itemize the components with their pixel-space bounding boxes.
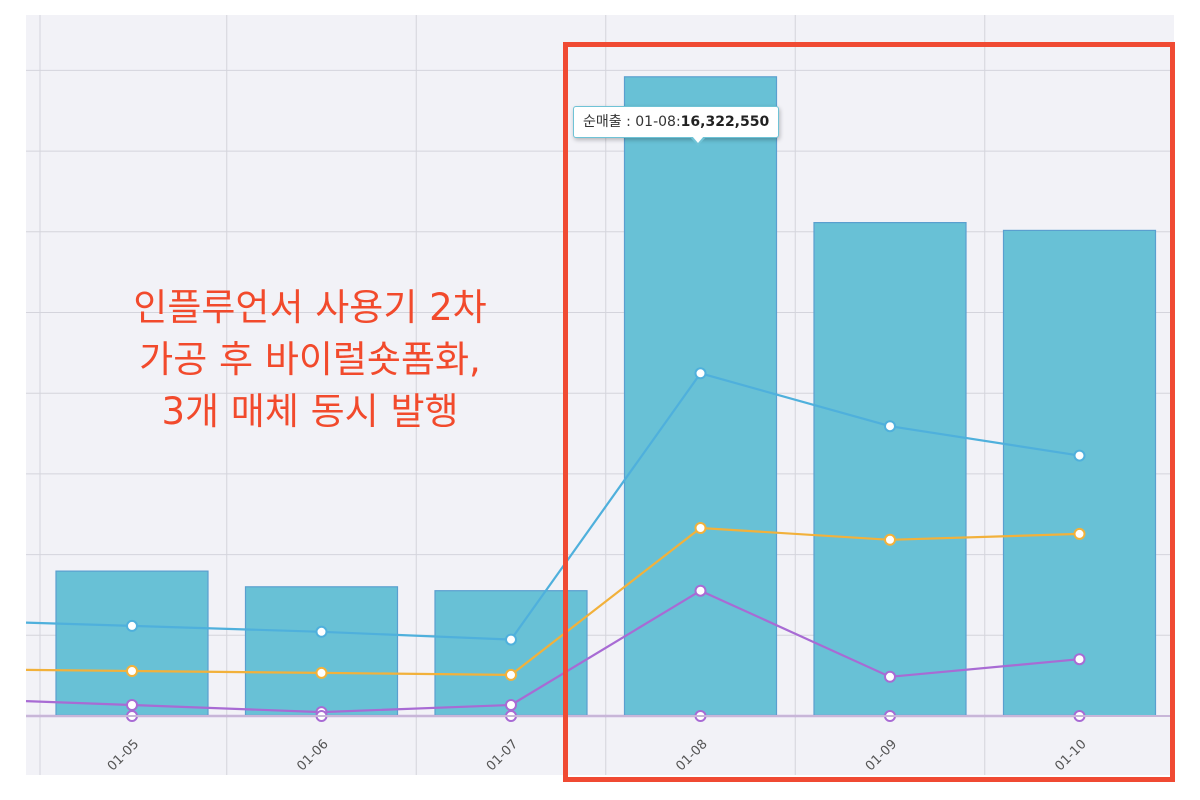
- line-point-3-01-07: [505, 699, 517, 711]
- line-point-1-01-10: [1073, 449, 1086, 462]
- data-tooltip: 순매출 : 01-08:16,322,550: [573, 106, 780, 138]
- line-point-2-01-07: [505, 668, 517, 681]
- annotation-line-1: 인플루언서 사용기 2차: [133, 286, 487, 329]
- bar-01-10: [1002, 229, 1157, 717]
- line-point-1-01-06: [315, 625, 328, 638]
- annotation-line-3: 3개 매체 동시 발행: [161, 390, 459, 433]
- annotation-line-2: 가공 후 바이럴숏폼화,: [139, 338, 481, 381]
- line-point-2-01-06: [315, 666, 328, 679]
- bar-01-07: [434, 590, 588, 717]
- line-point-2-01-10: [1073, 527, 1086, 540]
- bar-01-08: [623, 76, 778, 717]
- plot-background: [26, 15, 1174, 775]
- annotation-text: 인플루언서 사용기 2차 가공 후 바이럴숏폼화, 3개 매체 동시 발행: [60, 282, 560, 438]
- line-point-3-01-05: [126, 699, 138, 711]
- line-point-2-01-05: [126, 665, 138, 677]
- line-point-2-01-08: [694, 522, 707, 534]
- line-point-3-01-10: [1073, 653, 1086, 666]
- bar-01-05: [55, 570, 209, 717]
- bar-series: [55, 76, 1157, 717]
- tooltip-value: 16,322,550: [680, 114, 770, 130]
- line-point-1-01-07: [505, 633, 517, 646]
- line-point-1-01-09: [884, 420, 896, 433]
- gridlines: [26, 15, 1174, 775]
- bar-01-09: [813, 222, 967, 717]
- line-point-3-01-08: [694, 584, 707, 597]
- line-point-1-01-05: [126, 619, 138, 632]
- line-point-1-01-08: [694, 367, 707, 380]
- tooltip-pointer-inner: [692, 136, 704, 143]
- line-point-2-01-09: [884, 533, 896, 546]
- bar-01-06: [244, 586, 399, 717]
- line-point-3-01-09: [884, 670, 896, 683]
- highlight-box: [563, 42, 1175, 782]
- tooltip-label: 순매출 : 01-08:: [583, 114, 681, 130]
